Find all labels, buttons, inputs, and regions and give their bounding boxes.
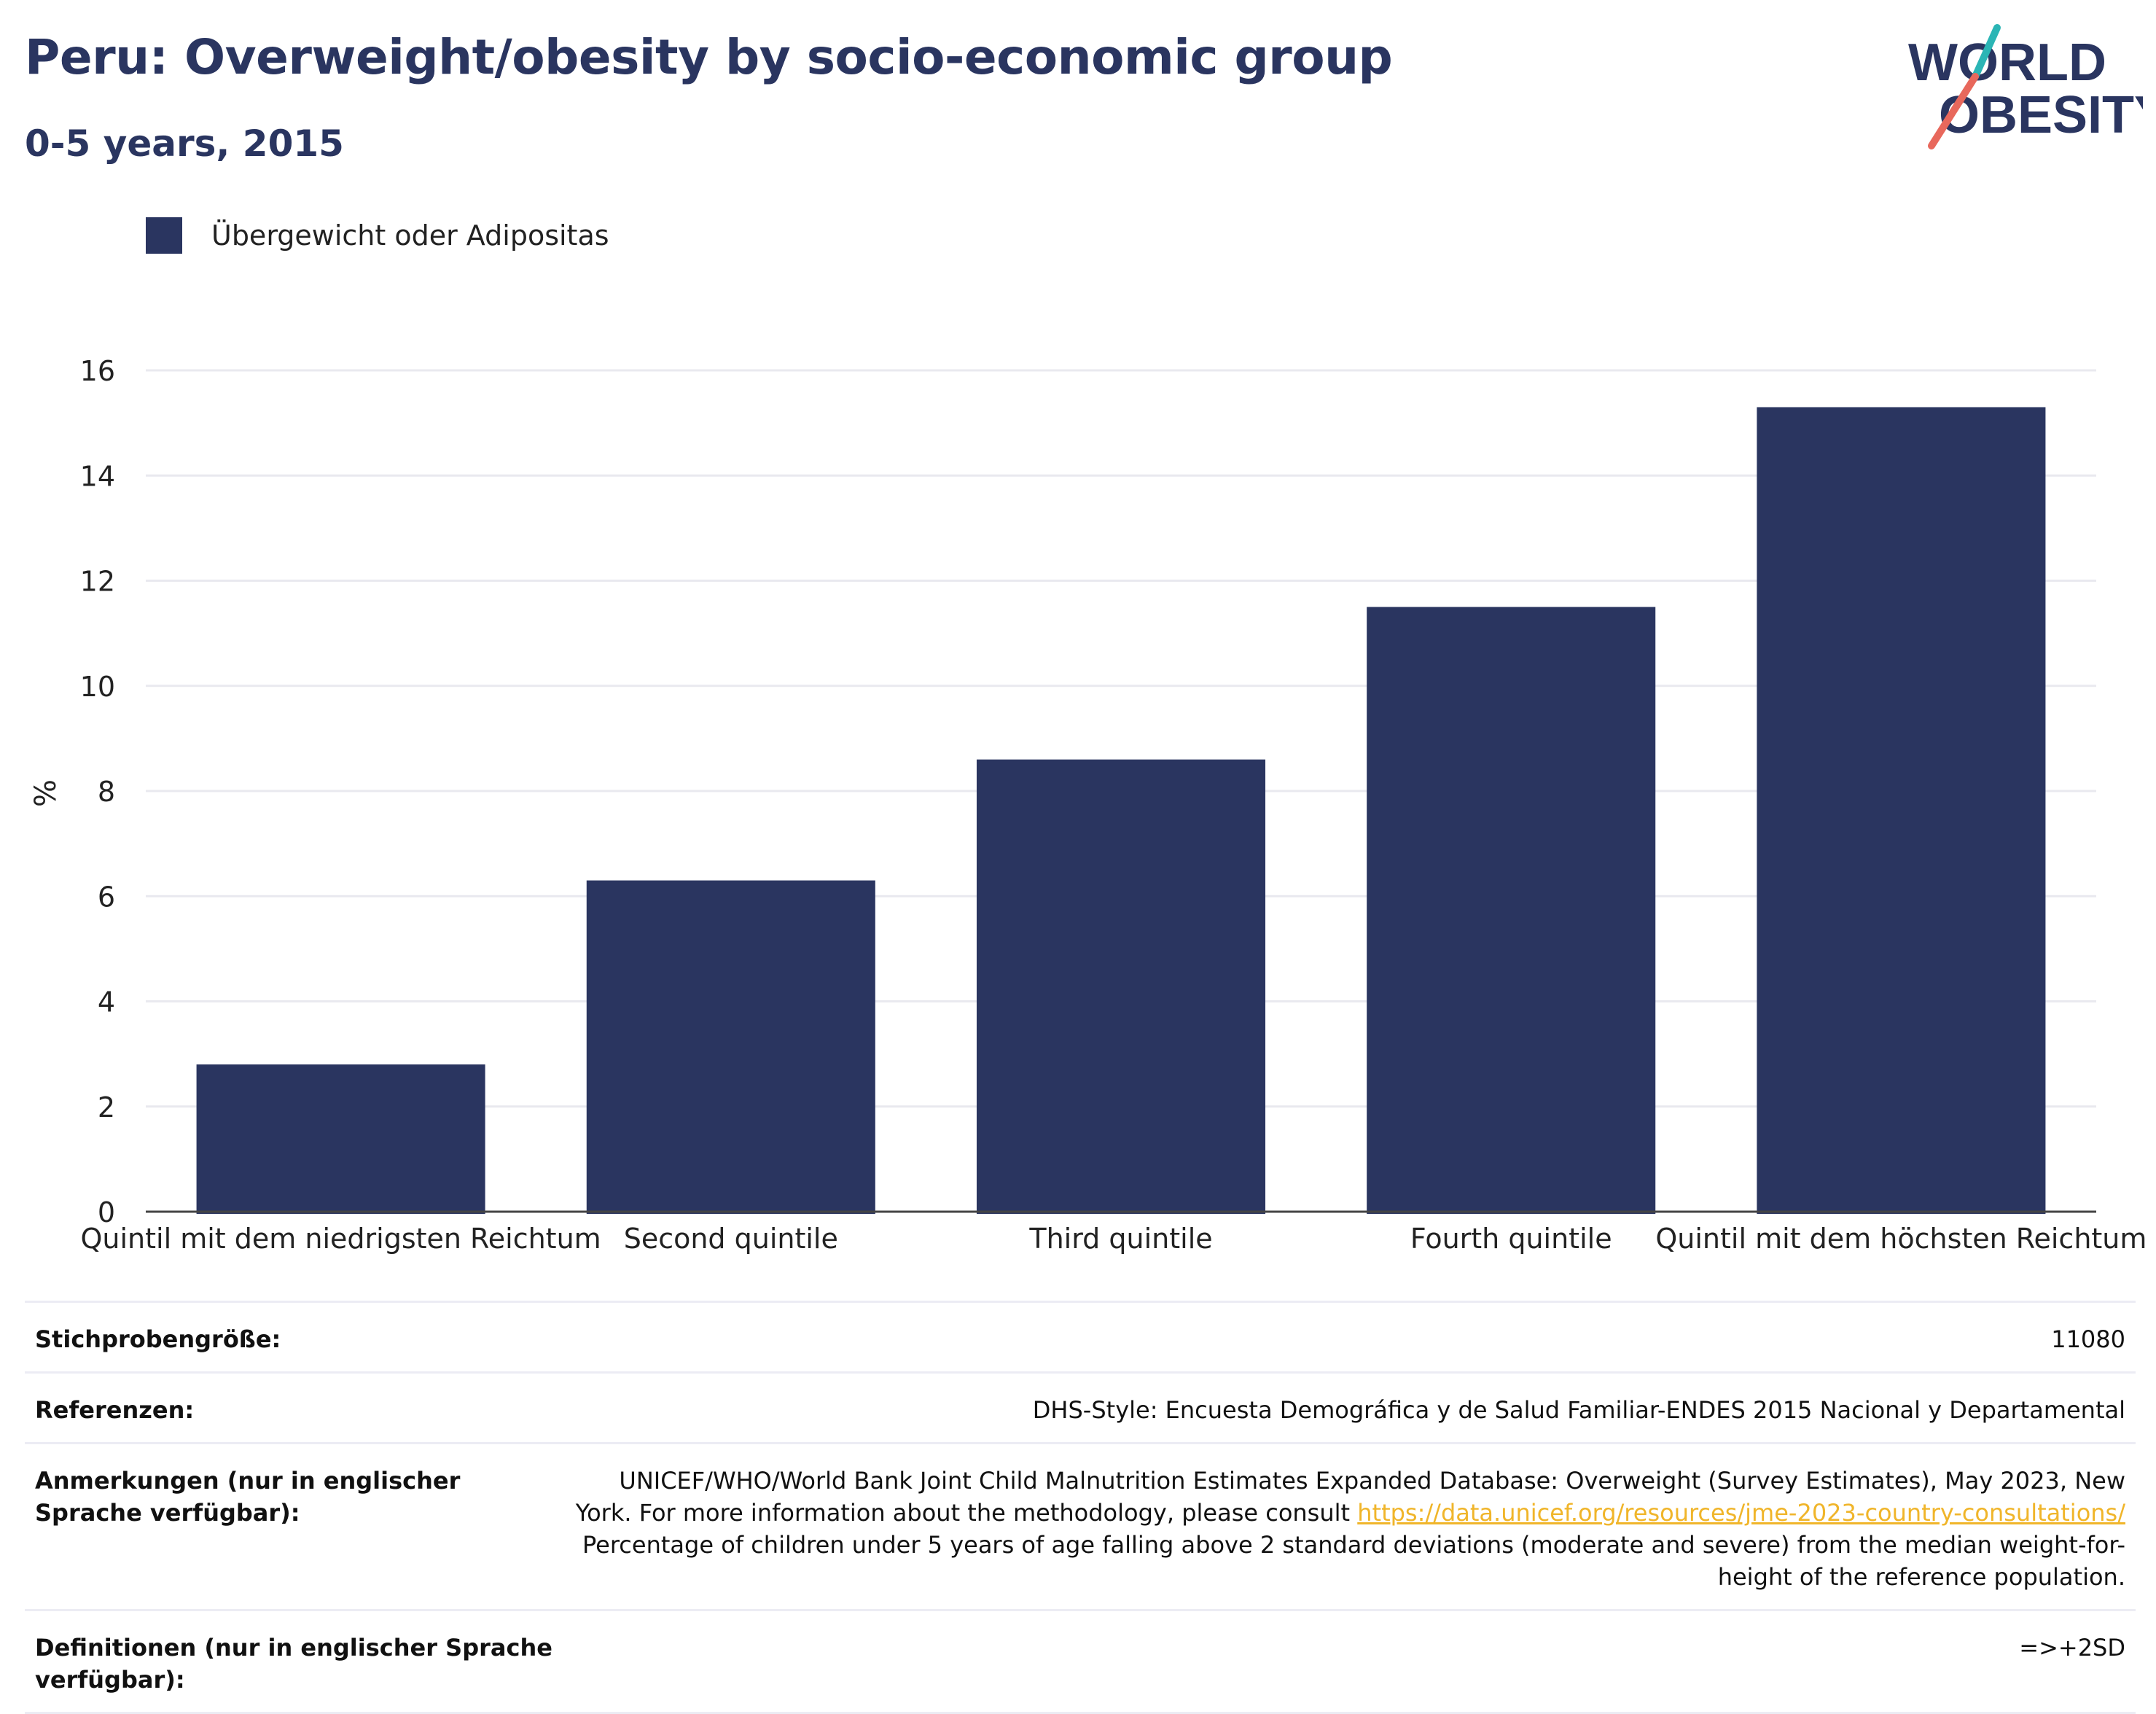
sample-size-label: Stichprobengröße: <box>35 1325 281 1353</box>
bar-chart: 0 2 4 6 8 10 12 14 16 Quintil mit dem niedrigste… <box>29 355 2147 1255</box>
definitions-value: =>+2SD <box>2019 1634 2125 1662</box>
x-tick-label: Fourth quintile <box>1410 1223 1612 1255</box>
sample-size-value: 11080 <box>2051 1325 2125 1353</box>
x-tick-label: Second quintile <box>624 1223 838 1255</box>
definitions-row: Definitionen (nur in englischer Sprache … <box>25 1609 2136 1714</box>
y-tick-label: 4 <box>98 986 115 1018</box>
y-tick-label: 12 <box>80 566 115 598</box>
chart-subtitle: 0-5 years, 2015 <box>25 122 344 165</box>
y-tick-label: 14 <box>80 460 115 492</box>
x-tick-label: Quintil mit dem niedrigsten Reichtum <box>81 1223 601 1255</box>
world-obesity-logo: WORLD OBESITY <box>1908 24 2143 149</box>
x-tick-label: Quintil mit dem höchsten Reichtum <box>1655 1223 2147 1255</box>
legend-label: Übergewicht oder Adipositas <box>211 219 609 252</box>
notes-value: UNICEF/WHO/World Bank Joint Child Malnut… <box>574 1465 2125 1593</box>
references-label: Referenzen: <box>35 1396 195 1424</box>
chart-title: Peru: Overweight/obesity by socio-econom… <box>25 29 1393 85</box>
y-tick-label: 6 <box>98 881 115 913</box>
y-tick-label: 16 <box>80 355 115 387</box>
legend-swatch <box>146 217 182 254</box>
notes-row: Anmerkungen (nur in englischer Sprache v… <box>25 1442 2136 1609</box>
notes-text-1: UNICEF/WHO/World Bank Joint Child Malnut… <box>575 1467 2125 1527</box>
logo-teal-stroke <box>1972 24 2001 80</box>
sample-size-row: Stichprobengröße: 11080 <box>25 1301 2136 1371</box>
notes-text-2: Percentage of children under 5 years of … <box>582 1531 2125 1591</box>
y-tick-labels: 0 2 4 6 8 10 12 14 16 <box>80 355 115 1228</box>
y-axis-label: % <box>29 779 63 807</box>
logo-line1: WORLD <box>1908 34 2106 92</box>
bar[interactable] <box>1367 607 1656 1214</box>
bar[interactable] <box>196 1064 485 1214</box>
y-tick-label: 10 <box>80 671 115 703</box>
bar[interactable] <box>1757 407 2046 1214</box>
logo-line2: OBESITY <box>1939 86 2143 144</box>
notes-link[interactable]: https://data.unicef.org/resources/jme-20… <box>1357 1499 2125 1527</box>
chart-legend[interactable]: Übergewicht oder Adipositas <box>146 217 609 254</box>
y-tick-label: 8 <box>98 776 115 808</box>
x-tick-label: Third quintile <box>1028 1223 1212 1255</box>
logo-coral-stroke <box>1928 73 1979 149</box>
references-row: Referenzen: DHS-Style: Encuesta Demográf… <box>25 1371 2136 1442</box>
definitions-label: Definitionen (nur in englischer Sprache … <box>35 1634 552 1694</box>
metadata-table: Stichprobengröße: 11080 Referenzen: DHS-… <box>25 1301 2136 1714</box>
y-tick-label: 0 <box>98 1196 115 1228</box>
y-tick-label: 2 <box>98 1091 115 1123</box>
notes-label: Anmerkungen (nur in englischer Sprache v… <box>35 1467 461 1527</box>
bar[interactable] <box>586 880 875 1214</box>
bar[interactable] <box>976 759 1266 1214</box>
x-tick-labels: Quintil mit dem niedrigsten Reichtum Seco… <box>81 1223 2147 1255</box>
references-value: DHS-Style: Encuesta Demográfica y de Sal… <box>1032 1396 2125 1424</box>
bars <box>196 407 2046 1214</box>
